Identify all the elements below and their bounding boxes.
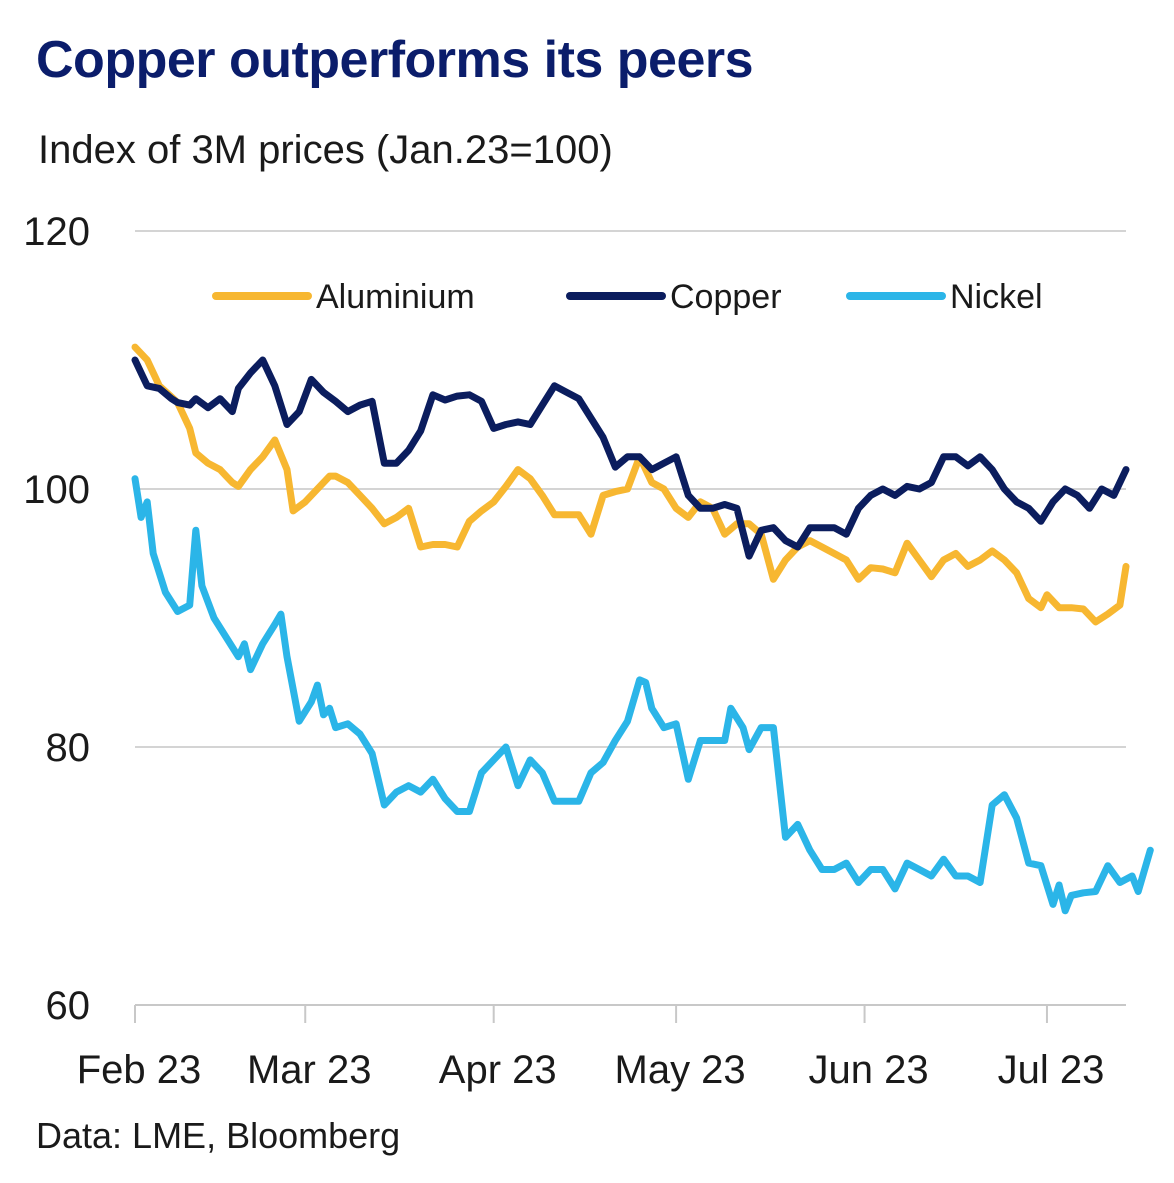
series-line-aluminium bbox=[131, 343, 1130, 626]
line-chart: 120 100 80 60 Feb 23 Mar 23 Apr 23 May 23 Jun 2… bbox=[23, 210, 1154, 1092]
series-lines bbox=[131, 343, 1154, 915]
x-tick-label: Apr 23 bbox=[439, 1048, 557, 1092]
y-tick-label: 80 bbox=[46, 726, 91, 770]
chart-title: Copper outperforms its peers bbox=[36, 31, 754, 89]
y-axis-ticks: 120 100 80 60 bbox=[23, 210, 90, 1028]
series-line-nickel bbox=[131, 475, 1154, 915]
y-tick-label: 100 bbox=[23, 468, 90, 512]
x-tick-label: May 23 bbox=[615, 1048, 746, 1092]
legend-label-aluminium: Aluminium bbox=[316, 278, 475, 316]
legend-label-nickel: Nickel bbox=[950, 278, 1043, 316]
x-axis: Feb 23 Mar 23 Apr 23 May 23 Jun 23 Jul 23 bbox=[77, 1004, 1126, 1092]
y-tick-label: 120 bbox=[23, 210, 90, 254]
series-line-copper bbox=[131, 356, 1130, 560]
legend-label-copper: Copper bbox=[670, 278, 782, 316]
legend: Aluminium Copper Nickel bbox=[212, 278, 1043, 316]
chart-subtitle: Index of 3M prices (Jan.23=100) bbox=[38, 128, 613, 172]
x-tick-label: Jun 23 bbox=[809, 1048, 929, 1092]
x-tick-label: Mar 23 bbox=[247, 1048, 372, 1092]
y-tick-label: 60 bbox=[46, 984, 91, 1028]
x-tick-label: Feb 23 bbox=[77, 1048, 202, 1092]
data-source-note: Data: LME, Bloomberg bbox=[36, 1115, 401, 1156]
x-tick-label: Jul 23 bbox=[998, 1048, 1105, 1092]
